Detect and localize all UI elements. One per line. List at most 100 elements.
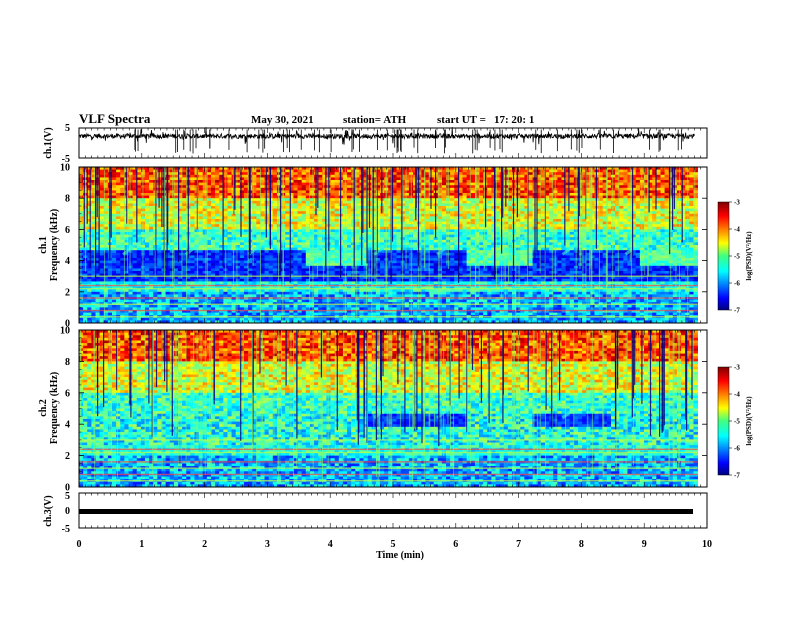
spectrogram-cell <box>182 240 187 243</box>
spectrogram-cell <box>145 170 150 173</box>
spectrogram-cell <box>137 180 142 183</box>
spectrogram-cell <box>347 177 352 180</box>
spectrogram-cell <box>116 201 121 204</box>
spectrogram-cell <box>203 214 208 217</box>
spectrogram-cell <box>227 170 232 173</box>
spectrogram-cell <box>137 281 142 284</box>
spectrogram-cell <box>302 294 307 297</box>
spectrogram-cell <box>293 201 298 204</box>
spectrogram-cell <box>347 292 352 295</box>
spectrogram-cell <box>265 289 270 292</box>
spectrogram-cell <box>293 175 298 178</box>
spectrogram-cell <box>166 305 171 308</box>
spectrogram-cell <box>355 263 360 266</box>
spectrogram-cell <box>116 266 121 269</box>
spectrogram-cell <box>372 237 377 240</box>
spectrogram-cell <box>335 216 340 219</box>
spectrogram-cell <box>190 258 195 261</box>
spectrogram-cell <box>236 261 241 264</box>
spectrogram-cell <box>87 255 92 258</box>
spectrogram-cell <box>87 318 92 321</box>
spectrogram-cell <box>227 232 232 235</box>
spectrogram-cell <box>310 172 315 175</box>
spectrogram-cell <box>269 266 274 269</box>
spectrogram-cell <box>252 271 257 274</box>
spectrogram-cell <box>269 253 274 256</box>
spectrogram-cell <box>194 271 199 274</box>
spectrogram-cell <box>100 292 105 295</box>
spectrogram-cell <box>347 248 352 251</box>
spectrogram-cell <box>318 313 323 316</box>
spectrogram-cell <box>87 203 92 206</box>
spectrogram-cell <box>87 214 92 217</box>
spectrogram-cell <box>145 279 150 282</box>
spectrogram-cell <box>285 183 290 186</box>
spectrogram-cell <box>236 219 241 222</box>
spectrogram-cell <box>149 224 154 227</box>
spectrogram-cell <box>326 266 331 269</box>
spectrogram-cell <box>194 289 199 292</box>
spectrogram-cell <box>285 258 290 261</box>
spectrogram-cell <box>128 266 133 269</box>
ch1-ytick-top: 5 <box>65 123 70 134</box>
spectrogram-cell <box>161 281 166 284</box>
spectrogram-cell <box>293 222 298 225</box>
spectrogram-cell <box>302 281 307 284</box>
spectrogram-cell <box>182 185 187 188</box>
spectrogram-cell <box>302 193 307 196</box>
spectrogram-cell <box>157 268 162 271</box>
spectrogram-cell <box>260 190 265 193</box>
spectrogram-cell <box>149 177 154 180</box>
spectrogram-cell <box>174 180 179 183</box>
spectrogram-cell <box>215 305 220 308</box>
spectrogram-cell <box>112 261 117 264</box>
spectrogram-cell <box>190 263 195 266</box>
spectrogram-cell <box>112 196 117 199</box>
spectrogram-cell <box>285 229 290 232</box>
spectrogram-cell <box>310 232 315 235</box>
spectrogram-cell <box>145 289 150 292</box>
spectrogram-cell <box>157 271 162 274</box>
spectrogram-cell <box>211 271 216 274</box>
spectrogram-cell <box>359 318 364 321</box>
spectrogram-cell <box>289 318 294 321</box>
spectrogram-cell <box>157 240 162 243</box>
spectrogram-cell <box>310 271 315 274</box>
spectrogram-cell <box>364 305 369 308</box>
spectrogram-cell <box>252 292 257 295</box>
spectrogram-cell <box>318 188 323 191</box>
spectrogram-cell <box>190 294 195 297</box>
spectrogram-cell <box>116 198 121 201</box>
spectrogram-cell <box>182 177 187 180</box>
spectrogram-cell <box>137 318 142 321</box>
spectrogram-cell <box>157 227 162 230</box>
spectrogram-cell <box>302 209 307 212</box>
spectrogram-cell <box>199 279 204 282</box>
spectrogram-cell <box>252 281 257 284</box>
spectrogram-cell <box>392 305 397 308</box>
spectrogram-cell <box>397 180 402 183</box>
spectrogram-cell <box>310 201 315 204</box>
spectrogram-cell <box>372 216 377 219</box>
spectrogram-cell <box>236 318 241 321</box>
spectrogram-cell <box>137 219 142 222</box>
spectrogram-cell <box>215 258 220 261</box>
spectrogram-cell <box>203 206 208 209</box>
spectrogram-cell <box>145 250 150 253</box>
spectrogram-cell <box>161 313 166 316</box>
spectrogram-cell <box>273 240 278 243</box>
spectrogram-cell <box>116 180 121 183</box>
spectrogram-cell <box>128 232 133 235</box>
spectrogram-cell <box>314 229 319 232</box>
spectrogram-cell <box>347 209 352 212</box>
spectrogram-cell <box>302 305 307 308</box>
spectrogram-cell <box>170 253 175 256</box>
spectrogram-cell <box>190 219 195 222</box>
spectrogram-cell <box>153 292 158 295</box>
spectrogram-cell <box>380 305 385 308</box>
spectrogram-cell <box>293 271 298 274</box>
spectrogram-cell <box>347 227 352 230</box>
spectrogram-cell <box>116 313 121 316</box>
spectrogram-cell <box>174 318 179 321</box>
spectrogram-cell <box>285 318 290 321</box>
